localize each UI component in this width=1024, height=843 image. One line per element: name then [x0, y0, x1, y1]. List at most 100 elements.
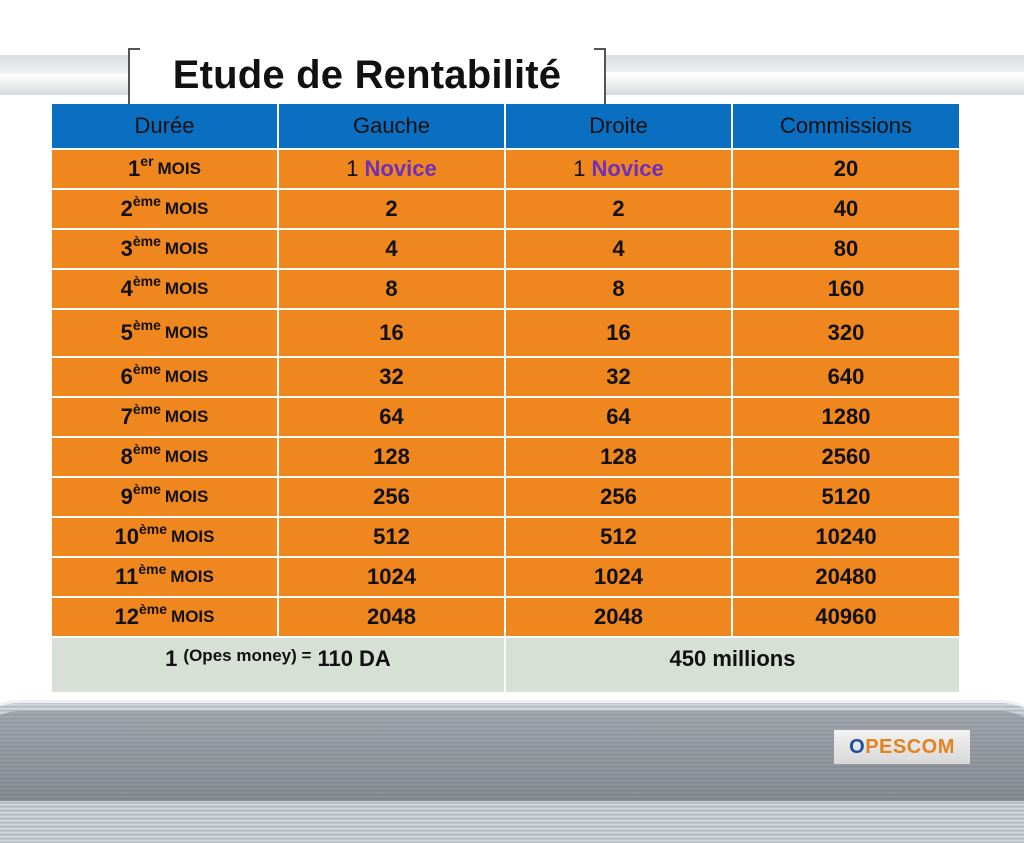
month-suffix: ème	[139, 521, 168, 537]
month-number: 4	[120, 276, 133, 301]
month-word: MOIS	[164, 239, 209, 258]
month-number: 8	[120, 444, 133, 469]
table-row: 6 ème MOIS 32 32 640	[52, 358, 961, 398]
month-suffix: ème	[132, 233, 161, 249]
title-box: Etude de Rentabilité	[128, 48, 606, 106]
commissions-cell: 640	[733, 358, 961, 398]
droite-cell: 1 Novice	[506, 150, 733, 190]
month-number: 2	[120, 196, 133, 221]
droite-cell: 256	[506, 478, 733, 518]
droite-cell: 64	[506, 398, 733, 438]
gauche-cell: 2	[279, 190, 506, 230]
table-row: 2 ème MOIS 2 2 40	[52, 190, 961, 230]
bottom-decoration	[0, 700, 1024, 843]
gauche-cell: 128	[279, 438, 506, 478]
month-word: MOIS	[164, 487, 209, 506]
footer-unit-value: 110 DA	[317, 646, 391, 671]
droite-cell: 8	[506, 270, 733, 310]
logo-first-letter: O	[849, 735, 866, 758]
gauche-cell: 256	[279, 478, 506, 518]
header-stripe-right	[606, 55, 1024, 95]
month-suffix: ème	[132, 401, 161, 417]
table-row: 8 ème MOIS 128 128 2560	[52, 438, 961, 478]
month-word: MOIS	[170, 567, 214, 586]
month-number: 3	[120, 236, 133, 261]
month-suffix: ème	[139, 601, 168, 617]
droite-number: 1	[573, 156, 586, 181]
table-header-row: Durée Gauche Droite Commissions	[52, 104, 961, 150]
duree-cell: 6 ème MOIS	[52, 358, 279, 398]
commissions-cell: 320	[733, 310, 961, 358]
table-row: 1 er MOIS 1 Novice 1 Novice 20	[52, 150, 961, 190]
month-word: MOIS	[164, 279, 209, 298]
duree-cell: 2 ème MOIS	[52, 190, 279, 230]
profitability-table: Durée Gauche Droite Commissions 1 er MOIS …	[52, 104, 961, 694]
footer-currency-label: (Opes money) =	[183, 646, 312, 665]
commissions-cell: 160	[733, 270, 961, 310]
droite-cell: 512	[506, 518, 733, 558]
table-row: 5 ème MOIS 16 16 320	[52, 310, 961, 358]
duree-cell: 11 ème MOIS	[52, 558, 279, 598]
title-bracket-right	[594, 48, 606, 106]
duree-cell: 10 ème MOIS	[52, 518, 279, 558]
commissions-cell: 1280	[733, 398, 961, 438]
month-word: MOIS	[164, 199, 209, 218]
month-suffix: ème	[132, 441, 161, 457]
month-number: 9	[120, 484, 133, 509]
duree-cell: 4 ème MOIS	[52, 270, 279, 310]
header-droite: Droite	[506, 104, 733, 150]
duree-cell: 3 ème MOIS	[52, 230, 279, 270]
month-word: MOIS	[157, 159, 201, 178]
table-row: 3 ème MOIS 4 4 80	[52, 230, 961, 270]
header-commissions: Commissions	[733, 104, 961, 150]
month-number: 6	[120, 364, 133, 389]
commissions-cell: 2560	[733, 438, 961, 478]
droite-cell: 4	[506, 230, 733, 270]
opescom-logo: O PESCOM	[834, 730, 970, 764]
month-suffix: ème	[138, 561, 167, 577]
gauche-cell: 1 Novice	[279, 150, 506, 190]
droite-cell: 2	[506, 190, 733, 230]
duree-cell: 12 ème MOIS	[52, 598, 279, 638]
commissions-cell: 40960	[733, 598, 961, 638]
gauche-cell: 16	[279, 310, 506, 358]
droite-cell: 1024	[506, 558, 733, 598]
commissions-cell: 10240	[733, 518, 961, 558]
month-number: 10	[114, 524, 139, 549]
month-number: 11	[115, 564, 139, 589]
droite-cell: 32	[506, 358, 733, 398]
gauche-cell: 1024	[279, 558, 506, 598]
month-number: 5	[120, 320, 133, 345]
table-footer-row: 1 (Opes money) = 110 DA 450 millions	[52, 638, 961, 694]
duree-cell: 9 ème MOIS	[52, 478, 279, 518]
month-number: 7	[120, 404, 133, 429]
commissions-cell: 20480	[733, 558, 961, 598]
droite-cell: 128	[506, 438, 733, 478]
header-gauche: Gauche	[279, 104, 506, 150]
commissions-cell: 5120	[733, 478, 961, 518]
table-row: 4 ème MOIS 8 8 160	[52, 270, 961, 310]
duree-cell: 8 ème MOIS	[52, 438, 279, 478]
droite-novice: Novice	[591, 156, 664, 181]
month-suffix: ème	[132, 273, 161, 289]
month-suffix: ème	[132, 361, 161, 377]
month-word: MOIS	[164, 407, 209, 426]
droite-cell: 2048	[506, 598, 733, 638]
table-row: 9 ème MOIS 256 256 5120	[52, 478, 961, 518]
commissions-cell: 80	[733, 230, 961, 270]
gauche-number: 1	[346, 156, 359, 181]
duree-cell: 5 ème MOIS	[52, 310, 279, 358]
month-suffix: ème	[132, 481, 161, 497]
month-suffix: ème	[132, 317, 161, 333]
month-word: MOIS	[171, 607, 215, 626]
header-stripe-left	[0, 55, 130, 95]
gauche-cell: 2048	[279, 598, 506, 638]
gauche-cell: 512	[279, 518, 506, 558]
header-duree: Durée	[52, 104, 279, 150]
total-cell: 450 millions	[506, 638, 961, 694]
logo-rest: PESCOM	[865, 735, 955, 758]
gauche-cell: 8	[279, 270, 506, 310]
month-word: MOIS	[164, 447, 209, 466]
gauche-cell: 64	[279, 398, 506, 438]
month-word: MOIS	[164, 367, 209, 386]
